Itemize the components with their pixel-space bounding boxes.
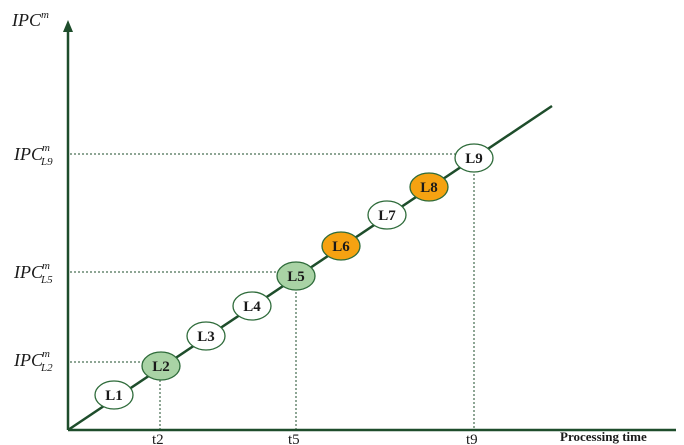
node-label: L2 (152, 359, 170, 375)
node-ellipse (94, 380, 134, 410)
y-axis-arrowhead (63, 20, 73, 32)
y-tick-label-l5: IPCm L5 (13, 260, 53, 286)
x-tick-t9: t9 (466, 432, 478, 445)
node-l9: L9 (454, 143, 494, 173)
node-ellipse (367, 200, 407, 230)
node-l7: L7 (367, 200, 407, 230)
node-l1: L1 (94, 380, 134, 410)
x-tick-labels: t2 t5 t9 (152, 432, 478, 445)
x-axis-label: Processing time (560, 429, 647, 444)
guide-lines (70, 153, 475, 430)
node-label: L6 (332, 239, 350, 255)
node-ellipse (141, 351, 181, 381)
node-ellipse (232, 291, 272, 321)
y-tick-label-l9: IPCm L9 (13, 142, 53, 168)
x-tick-t2: t2 (152, 432, 164, 445)
node-label: L3 (197, 329, 215, 345)
node-l6: L6 (321, 231, 361, 261)
node-label: L5 (287, 269, 305, 285)
node-l8: L8 (409, 172, 449, 202)
node-label: L1 (105, 388, 123, 404)
node-l4: L4 (232, 291, 272, 321)
node-ellipse (321, 231, 361, 261)
node-ellipse (454, 143, 494, 173)
node-ellipse (186, 321, 226, 351)
node-l3: L3 (186, 321, 226, 351)
node-ellipse (276, 261, 316, 291)
y-tick-label-l2: IPCm L2 (13, 348, 53, 374)
y-tick-labels: IPCm L9 IPCm L5 IPCm L2 (13, 142, 53, 374)
node-ellipse (409, 172, 449, 202)
y-axis-label: IPCm (11, 9, 49, 30)
x-tick-t5: t5 (288, 432, 300, 445)
node-label: L4 (243, 299, 261, 315)
node-label: L7 (378, 208, 396, 224)
node-label: L9 (465, 151, 483, 167)
node-l2: L2 (141, 351, 181, 381)
level-nodes: L1 L2 L3 L4 L5 L6 L7 L8 L9 (94, 143, 494, 410)
node-l5: L5 (276, 261, 316, 291)
node-label: L8 (420, 180, 438, 196)
